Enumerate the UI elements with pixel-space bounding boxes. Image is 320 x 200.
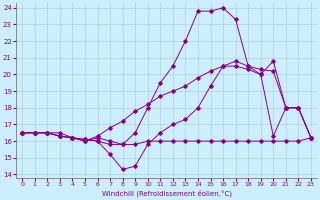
X-axis label: Windchill (Refroidissement éolien,°C): Windchill (Refroidissement éolien,°C) xyxy=(101,190,232,197)
